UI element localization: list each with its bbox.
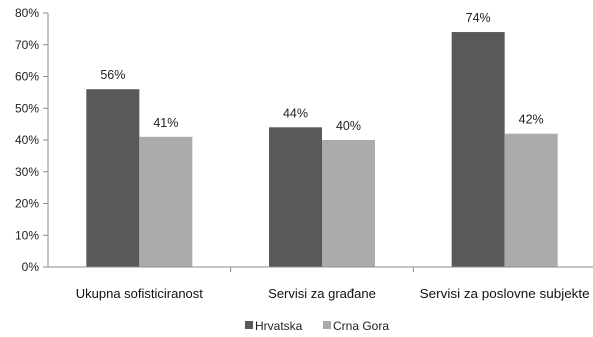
category-label: Servisi za građane xyxy=(268,286,376,301)
y-tick-label: 20% xyxy=(15,197,39,211)
bar-hrvatska-1 xyxy=(269,127,322,267)
y-tick-label: 80% xyxy=(15,6,39,20)
data-label: 42% xyxy=(519,113,544,127)
legend-swatch-crna-gora xyxy=(323,321,331,329)
legend: Hrvatska Crna Gora xyxy=(245,319,389,333)
data-label: 40% xyxy=(336,119,361,133)
category-label: Servisi za poslovne subjekte xyxy=(420,286,590,301)
bars xyxy=(86,32,558,267)
bar-hrvatska-2 xyxy=(451,32,505,267)
category-labels: Ukupna sofisticiranost Servisi za građane… xyxy=(76,286,590,301)
bar-crna-gora-1 xyxy=(322,140,375,267)
y-axis-ticks: 0% 10% 20% 30% 40% 50% 60% 70% 80% xyxy=(15,6,48,274)
legend-swatch-hrvatska xyxy=(245,321,253,329)
category-label: Ukupna sofisticiranost xyxy=(76,286,204,301)
y-tick-label: 40% xyxy=(15,133,39,147)
bar-crna-gora-2 xyxy=(504,133,558,267)
data-labels: 56% 41% 44% 40% 74% 42% xyxy=(100,11,543,133)
data-label: 74% xyxy=(466,11,491,25)
data-label: 41% xyxy=(153,116,178,130)
y-tick-label: 60% xyxy=(15,70,39,84)
y-tick-label: 0% xyxy=(22,260,40,274)
y-tick-label: 50% xyxy=(15,101,39,115)
legend-label: Hrvatska xyxy=(255,319,303,333)
x-axis-ticks xyxy=(230,267,414,272)
bar-crna-gora-0 xyxy=(139,136,193,267)
data-label: 56% xyxy=(100,68,125,82)
data-label: 44% xyxy=(283,106,308,120)
bar-hrvatska-0 xyxy=(86,89,140,267)
legend-label: Crna Gora xyxy=(333,319,389,333)
y-tick-label: 10% xyxy=(15,228,39,242)
y-tick-label: 30% xyxy=(15,165,39,179)
y-tick-label: 70% xyxy=(15,38,39,52)
